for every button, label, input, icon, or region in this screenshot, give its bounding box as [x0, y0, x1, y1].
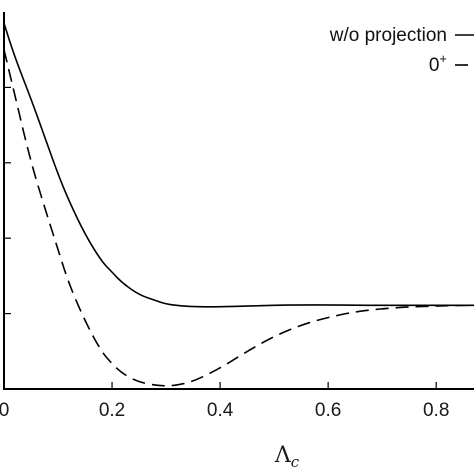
x-tick-label: 0.8 — [423, 400, 449, 421]
series-line-dashed — [3, 49, 474, 387]
x-tick-label: 0.6 — [315, 400, 341, 421]
axes-layer: 0 0.2 0.4 0.6 0.8 — [0, 12, 474, 421]
x-tick-label: 0.2 — [99, 400, 125, 421]
x-tick-label: 0 — [0, 400, 9, 421]
x-tick-label: 0.4 — [207, 400, 234, 421]
series-line-solid — [3, 23, 474, 308]
legend-label: w/o projection — [329, 25, 447, 46]
series-layer — [3, 23, 474, 387]
